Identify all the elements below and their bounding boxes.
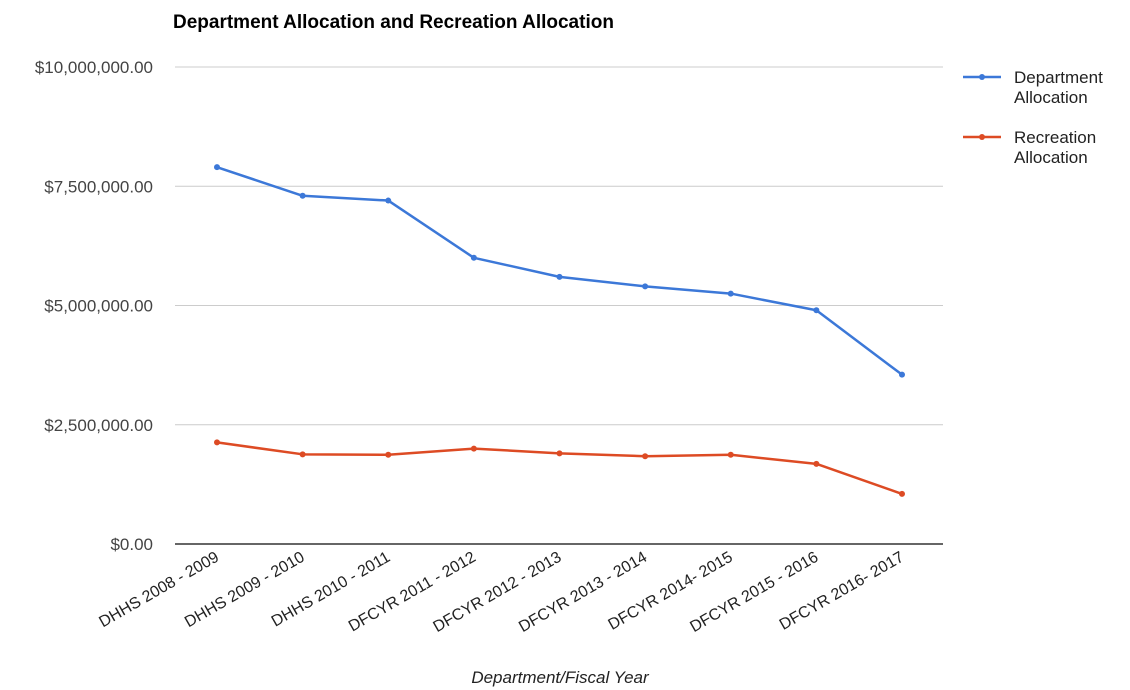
legend-swatch-marker <box>979 134 985 140</box>
legend-label: Recreation <box>1014 128 1096 147</box>
legend-label: Allocation <box>1014 148 1088 167</box>
gridlines <box>175 66 943 426</box>
series-line-department-allocation[interactable] <box>215 165 904 376</box>
data-point[interactable] <box>299 192 306 199</box>
data-point[interactable] <box>813 460 820 467</box>
y-tick-label: $0.00 <box>110 535 153 554</box>
series-line-recreation-allocation[interactable] <box>215 441 904 496</box>
y-axis-ticks: $0.00 $2,500,000.00 $5,000,000.00 $7,500,00… <box>35 58 153 554</box>
data-point[interactable] <box>299 451 306 458</box>
y-tick-label: $10,000,000.00 <box>35 58 153 77</box>
data-point[interactable] <box>214 439 220 446</box>
y-tick-label: $2,500,000.00 <box>44 416 153 435</box>
data-point[interactable] <box>556 273 563 280</box>
chart-title: Department Allocation and Recreation All… <box>173 12 614 33</box>
data-point[interactable] <box>642 453 649 460</box>
data-point[interactable] <box>727 290 734 297</box>
y-tick-label: $5,000,000.00 <box>44 297 153 316</box>
data-point[interactable] <box>899 371 905 378</box>
legend-label: Department <box>1014 68 1103 87</box>
x-axis-label: Department/Fiscal Year <box>471 668 650 687</box>
legend-label: Allocation <box>1014 88 1088 107</box>
legend-swatch-marker <box>979 74 985 80</box>
y-tick-label: $7,500,000.00 <box>44 177 153 196</box>
data-point[interactable] <box>642 283 649 290</box>
data-point[interactable] <box>556 450 563 457</box>
series-lines <box>214 164 905 497</box>
data-point[interactable] <box>727 451 734 458</box>
data-point[interactable] <box>214 164 220 171</box>
data-point[interactable] <box>813 307 820 314</box>
data-point[interactable] <box>470 445 477 452</box>
data-point[interactable] <box>470 254 477 261</box>
data-point[interactable] <box>385 197 392 204</box>
data-point[interactable] <box>385 451 392 458</box>
data-point[interactable] <box>899 490 905 497</box>
